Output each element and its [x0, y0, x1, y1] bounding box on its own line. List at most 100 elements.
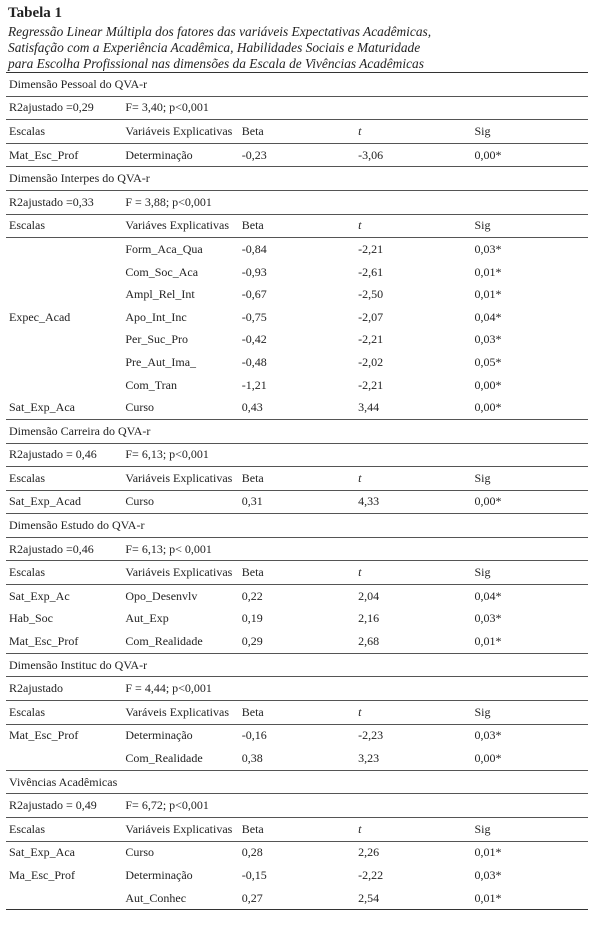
- table-figure: Tabela 1 Regressão Linear Múltipla dos f…: [6, 4, 588, 911]
- header-variaveis: Variáveis Explicativas: [122, 817, 239, 842]
- header-variaveis: Variáveis Explicativas: [122, 560, 239, 586]
- regression-table: Dimensão Pessoal do QVA-r R2ajustado =0,2…: [6, 72, 588, 911]
- cell-variavel: Curso: [125, 845, 155, 860]
- caption-line: Satisfação com a Experiência Acadêmica, …: [8, 40, 421, 55]
- cell-t: -2,07: [358, 309, 384, 324]
- cell-sig: 0,01*: [474, 845, 502, 860]
- cell-sig: 0,03*: [474, 611, 502, 626]
- table-row: Sat_Exp_Aca Curso 0,28 2,26 0,01*: [6, 841, 588, 864]
- header-escalas: Escalas: [6, 466, 123, 491]
- cell-escala-group: Expec_Acad: [9, 309, 71, 324]
- f-statistic: F= 6,72; p<0,001: [122, 793, 588, 818]
- cell-t: -2,02: [358, 354, 384, 369]
- cell-escala: Sat_Exp_Aca: [9, 400, 75, 415]
- cell-sig: 0,00*: [474, 751, 502, 766]
- cell-t: -2,22: [358, 867, 384, 882]
- cell-beta: 0,22: [241, 588, 263, 603]
- cell-t: 2,68: [358, 634, 380, 649]
- table-row: Mat_Esc_Prof Determinação -0,23 -3,06 0,00*: [6, 143, 588, 167]
- cell-beta: 0,27: [238, 886, 356, 911]
- cell-escala: [6, 886, 123, 911]
- cell-escala: Mat_Esc_Prof: [9, 634, 79, 649]
- section-title: Dimensão Instituc do QVA-r: [6, 652, 588, 677]
- cell-t: 3,44: [358, 400, 380, 415]
- cell-variavel: Curso: [125, 400, 155, 415]
- cell-t: -2,50: [358, 287, 384, 302]
- cell-beta: -0,75: [241, 309, 267, 324]
- header-row: Escalas Variáves Explicativas Beta t Sig: [6, 213, 588, 239]
- table-row: Sat_Exp_Ac Opo_Desenvlv 0,22 2,04 0,04*: [6, 585, 588, 608]
- header-t: t: [355, 466, 472, 491]
- model-fit-row: R2ajustado =0,46 F= 6,13; p< 0,001: [6, 536, 588, 561]
- header-escalas: Escalas: [6, 560, 123, 586]
- cell-beta: -0,84: [241, 241, 267, 256]
- cell-sig: 0,04*: [474, 309, 502, 324]
- table-row: Aut_Conhec 0,27 2,54 0,01*: [6, 886, 588, 911]
- cell-sig: 0,00*: [474, 147, 502, 162]
- header-variaveis: Variáveis Explicativas: [122, 466, 239, 491]
- cell-t: 2,16: [358, 611, 380, 626]
- f-statistic: F= 6,13; p<0,001: [122, 442, 588, 467]
- cell-variavel: Com_Tran: [125, 377, 177, 392]
- cell-sig: 0,01*: [474, 634, 502, 649]
- section-title: Dimensão Estudo do QVA-r: [6, 513, 588, 538]
- cell-sig: 0,00*: [474, 400, 502, 415]
- cell-t: -2,21: [358, 377, 384, 392]
- cell-sig: 0,03*: [474, 728, 502, 743]
- table-caption: Regressão Linear Múltipla dos fatores da…: [8, 24, 586, 72]
- cell-beta: -0,15: [241, 867, 267, 882]
- cell-beta: -1,21: [241, 377, 267, 392]
- cell-sig: 0,04*: [474, 588, 502, 603]
- cell-sig: 0,05*: [474, 354, 502, 369]
- header-t: t: [355, 213, 472, 239]
- header-row: Escalas Variáveis Explicativas Beta t Sig: [6, 817, 588, 842]
- table-row: Com_Soc_Aca -0,93 -2,61 0,01*: [6, 261, 588, 284]
- header-sig: Sig: [471, 560, 588, 586]
- f-statistic: F= 6,13; p< 0,001: [122, 536, 588, 561]
- header-t: t: [355, 817, 472, 842]
- caption-line: Regressão Linear Múltipla dos fatores da…: [8, 24, 432, 39]
- table-row: Com_Realidade 0,38 3,23 0,00*: [6, 747, 588, 770]
- cell-sig: 0,01*: [474, 264, 502, 279]
- cell-escala: Hab_Soc: [9, 611, 53, 626]
- cell-beta: -0,93: [241, 264, 267, 279]
- header-row: Escalas Variáveis Explicativas Beta t Sig: [6, 560, 588, 586]
- cell-variavel: Per_Suc_Pro: [125, 332, 189, 347]
- section-title: Dimensão Pessoal do QVA-r: [6, 72, 588, 97]
- cell-t: 2,04: [358, 588, 380, 603]
- table-row: Mat_Esc_Prof Com_Realidade 0,29 2,68 0,01*: [6, 630, 588, 653]
- cell-sig: 0,03*: [474, 867, 502, 882]
- table-row: Hab_Soc Aut_Exp 0,19 2,16 0,03*: [6, 608, 588, 631]
- table-row: Pre_Aut_Ima_ -0,48 -2,02 0,05*: [6, 351, 588, 374]
- cell-escala: Sat_Exp_Aca: [9, 845, 75, 860]
- cell-variavel: Apo_Int_Inc: [125, 309, 187, 324]
- r2-adjusted: R2ajustado =0,33: [6, 189, 123, 215]
- r2-adjusted: R2ajustado =0,29: [6, 95, 123, 120]
- f-statistic: F = 3,88; p<0,001: [122, 189, 588, 215]
- cell-t: -3,06: [358, 147, 384, 162]
- cell-variavel: Ampl_Rel_Int: [125, 287, 195, 302]
- cell-beta: 0,19: [241, 611, 263, 626]
- cell-variavel: Determinação: [125, 147, 193, 162]
- cell-escala: Mat_Esc_Prof: [9, 728, 79, 743]
- cell-escala: Mat_Esc_Prof: [9, 147, 79, 162]
- header-escalas: Escalas: [6, 817, 123, 842]
- header-escalas: Escalas: [6, 213, 123, 239]
- cell-variavel: Com_Realidade: [125, 751, 203, 766]
- header-escalas: Escalas: [6, 700, 123, 725]
- f-statistic: F= 3,40; p<0,001: [122, 95, 588, 120]
- table-title: Tabela 1: [8, 5, 63, 21]
- cell-beta: -0,23: [241, 147, 267, 162]
- header-sig: Sig: [471, 213, 588, 239]
- cell-t: -2,61: [358, 264, 384, 279]
- header-variaveis: Varáveis Explicativas: [122, 700, 239, 725]
- header-beta: Beta: [238, 119, 356, 144]
- cell-beta: 0,31: [241, 494, 263, 509]
- model-fit-row: R2ajustado =0,33 F = 3,88; p<0,001: [6, 189, 588, 215]
- table-row: Apo_Int_Inc -0,75 -2,07 0,04*: [6, 306, 588, 329]
- cell-variavel: Aut_Exp: [125, 611, 169, 626]
- section-title: Vivências Acadêmicas: [6, 769, 588, 794]
- cell-escala: [6, 747, 122, 770]
- table-row: Expec_Acad Form_Aca_Qua -0,84 -2,21 0,03*: [6, 238, 588, 324]
- caption-line: para Escolha Profissional nas dimensões …: [8, 56, 424, 71]
